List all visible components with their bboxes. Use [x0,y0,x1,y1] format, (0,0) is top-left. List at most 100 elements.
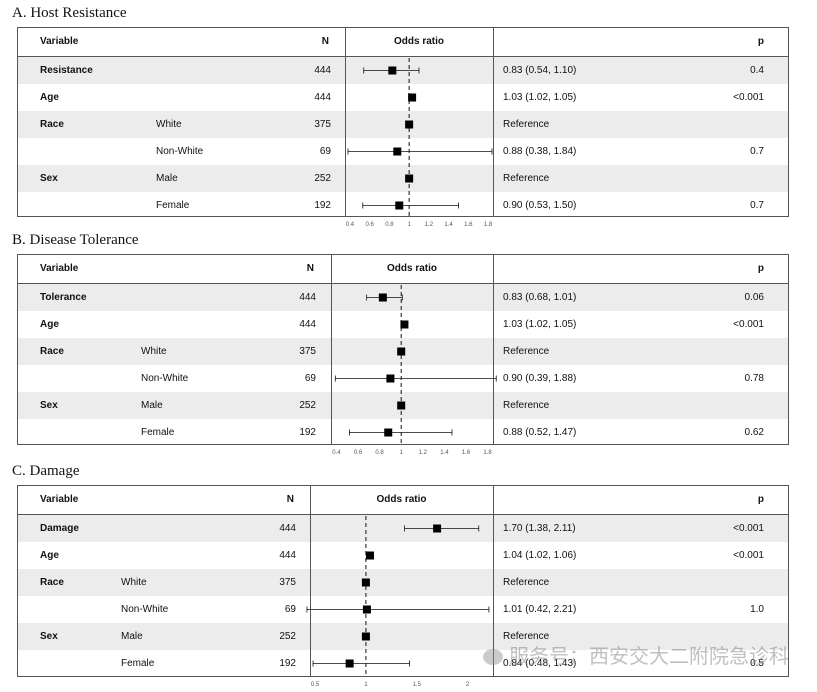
divider-right [493,486,494,676]
wechat-icon [483,649,503,665]
estimate-cell: Reference [503,346,550,357]
header-odds-ratio: Odds ratio [376,494,427,505]
n-cell: 444 [314,65,331,76]
estimate-cell: Reference [503,631,550,642]
divider-right [493,255,494,444]
header-odds-ratio: Odds ratio [386,263,437,274]
p-value-cell: 0.78 [744,373,764,384]
x-tick-label: 1.2 [425,222,434,228]
header-n: N [286,494,294,505]
level-cell: Non-White [141,373,189,384]
n-cell: 444 [299,319,316,330]
header-n: N [321,36,329,47]
n-cell: 192 [279,658,296,669]
p-value-cell: <0.001 [733,92,764,103]
x-tick-label: 0.6 [354,450,363,456]
variable-cell: Sex [40,631,58,642]
table-row: Age 444 1.04 (1.02, 1.06) <0.001 [18,542,788,569]
n-cell: 444 [314,92,331,103]
header-row: Variable N Odds ratio p [18,486,788,513]
level-cell: Male [156,173,178,184]
estimate-cell: 1.01 (0.42, 2.21) [503,604,577,615]
variable-cell: Sex [40,173,58,184]
variable-cell: Age [40,319,59,330]
estimate-cell: 1.03 (1.02, 1.05) [503,92,577,103]
estimate-cell: 1.03 (1.02, 1.05) [503,319,577,330]
estimate-cell: 0.90 (0.53, 1.50) [503,200,577,211]
estimate-cell: Reference [503,400,550,411]
point-estimate [361,578,370,587]
estimate-cell: 0.88 (0.52, 1.47) [503,427,577,438]
x-tick-label: 1 [364,682,368,688]
x-tick-label: 1.6 [464,222,473,228]
table-row: Damage 444 1.70 (1.38, 2.11) <0.001 [18,515,788,542]
x-tick-label: 0.6 [365,222,374,228]
divider-left [310,486,311,676]
x-tick-label: 0.4 [332,450,341,456]
point-estimate [433,524,442,533]
p-value-cell: 0.7 [750,146,764,157]
point-estimate [361,632,370,641]
table-row: Tolerance 444 0.83 (0.68, 1.01) 0.06 [18,284,788,311]
panel-title-damage: C. Damage [12,463,80,479]
n-cell: 444 [279,523,296,534]
header-variable: Variable [40,494,79,505]
divider-left [331,255,332,444]
estimate-cell: 0.83 (0.68, 1.01) [503,292,577,303]
n-cell: 252 [299,400,316,411]
watermark: 服务号：西安交大二附院急诊科 [483,640,789,669]
header-p: p [757,494,764,505]
header-n: N [306,263,314,274]
n-cell: 375 [279,577,296,588]
n-cell: 252 [279,631,296,642]
estimate-cell: 0.88 (0.38, 1.84) [503,146,577,157]
variable-cell: Race [40,577,64,588]
p-value-cell: 0.62 [744,427,764,438]
n-cell: 444 [299,292,316,303]
point-estimate [365,551,374,560]
table-row: Race White 375 Reference [18,569,788,596]
point-estimate [384,428,393,437]
point-estimate [395,201,404,210]
header-p: p [757,263,764,274]
table-row: Non-White 69 0.88 (0.38, 1.84) 0.7 [18,138,788,165]
point-estimate [397,401,406,410]
x-tick-label: 1.8 [483,450,492,456]
n-cell: 69 [284,604,296,615]
estimate-cell: 0.84 (0.48, 1.43) [503,658,577,669]
header-divider [18,514,788,515]
level-cell: Female [141,427,175,438]
estimate-cell: Reference [503,577,550,588]
x-tick-label: 0.8 [385,222,394,228]
variable-cell: Age [40,550,59,561]
header-p: p [757,36,764,47]
level-cell: Non-White [156,146,204,157]
variable-cell: Damage [40,523,79,534]
x-tick-label: 1.4 [440,450,449,456]
table-row: Race White 375 Reference [18,111,788,138]
x-tick-label: 1.8 [484,222,493,228]
variable-cell: Age [40,92,59,103]
level-cell: White [156,119,182,130]
panel-title-disease-tolerance: B. Disease Tolerance [12,232,139,248]
level-cell: White [141,346,167,357]
x-tick-label: 2 [466,682,470,688]
point-estimate [378,293,387,302]
n-cell: 69 [319,146,331,157]
table-row: Female 192 0.90 (0.53, 1.50) 0.7 [18,192,788,219]
point-estimate [408,93,417,102]
header-row: Variable N Odds ratio p [18,255,788,282]
variable-cell: Sex [40,400,58,411]
variable-cell: Race [40,346,64,357]
level-cell: Non-White [121,604,169,615]
table-row: Age 444 1.03 (1.02, 1.05) <0.001 [18,84,788,111]
estimate-cell: 1.70 (1.38, 2.11) [503,523,576,534]
table-row: Non-White 69 1.01 (0.42, 2.21) 1.0 [18,596,788,623]
variable-cell: Resistance [40,65,93,76]
estimate-cell: 0.83 (0.54, 1.10) [503,65,577,76]
divider-left [345,28,346,216]
forest-plot-disease-tolerance: 0.4 0.6 0.8 1 1.2 1.4 1.6 1.8 [332,285,497,456]
n-cell: 375 [299,346,316,357]
p-value-cell: 0.4 [750,65,764,76]
p-value-cell: <0.001 [733,319,764,330]
